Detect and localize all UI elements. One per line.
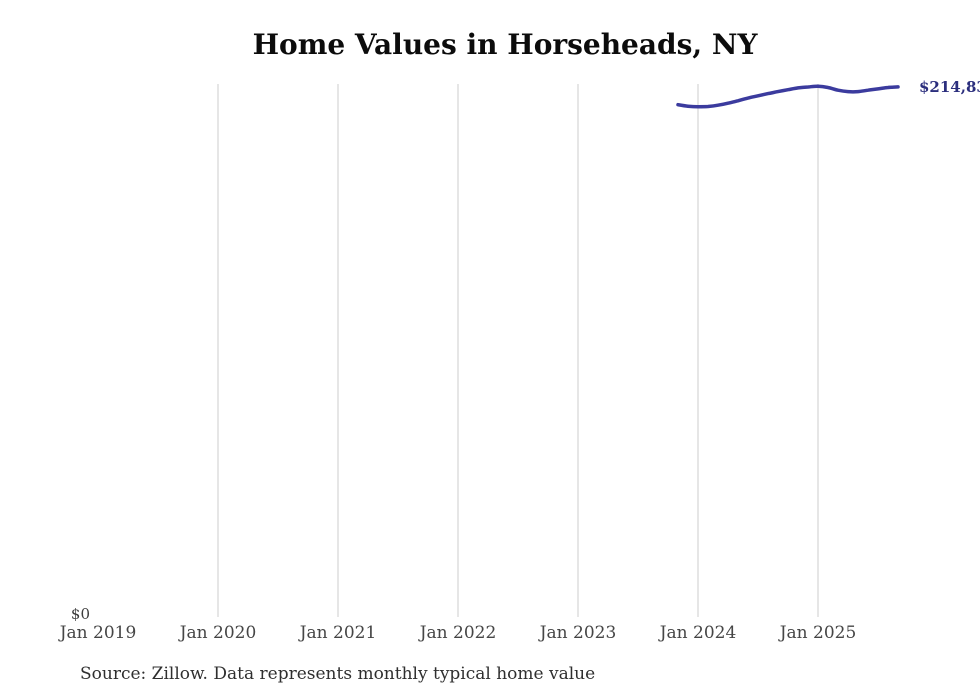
home-value-line <box>676 84 900 109</box>
latest-value-label: $214,833 <box>919 77 980 96</box>
source-note: Source: Zillow. Data represents monthly … <box>80 664 596 684</box>
x-axis-label: Jan 2022 <box>419 623 497 643</box>
x-axis-label: Jan 2023 <box>539 623 617 643</box>
x-axis-label: Jan 2024 <box>659 623 737 643</box>
x-axis-label: Jan 2020 <box>179 623 257 643</box>
y-axis-zero-label: $0 <box>70 605 90 623</box>
chart-title: Home Values in Horseheads, NY <box>252 28 758 61</box>
x-axis-labels: Jan 2019 Jan 2020 Jan 2021 Jan 2022 Jan 2023… <box>0 623 980 649</box>
gridlines <box>217 84 819 617</box>
x-axis-label: Jan 2019 <box>59 623 137 643</box>
x-axis-label: Jan 2025 <box>779 623 857 643</box>
x-axis-label: Jan 2021 <box>299 623 377 643</box>
